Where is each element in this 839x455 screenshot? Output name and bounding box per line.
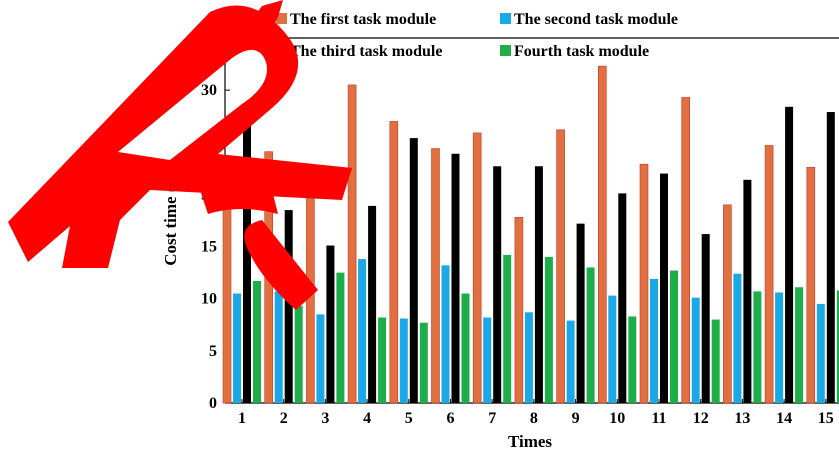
legend-swatch-fourth: [500, 45, 511, 56]
bar-third-4: [368, 205, 377, 403]
legend-label-second: The second task module: [514, 11, 678, 28]
bar-second-2: [274, 291, 283, 403]
y-tick-label: 0: [209, 395, 217, 412]
bar-first-14: [764, 145, 774, 404]
bar-fourth-6: [461, 293, 470, 403]
bar-first-9: [556, 129, 565, 404]
bar-fourth-9: [586, 267, 595, 403]
bar-first-6: [431, 148, 440, 404]
x-tick-label: 11: [651, 410, 666, 427]
bar-fourth-8: [544, 257, 553, 403]
legend-label-third: The third task module: [290, 43, 442, 60]
bar-second-4: [358, 259, 367, 403]
legend-swatch-second: [500, 13, 511, 24]
y-tick-label: 30: [201, 82, 217, 99]
x-tick-label: 4: [363, 410, 371, 427]
bar-second-3: [316, 314, 325, 403]
bar-fourth-1: [253, 280, 261, 403]
bar-third-12: [701, 234, 710, 403]
x-tick-label: 13: [734, 410, 750, 427]
x-axis-title: Times: [508, 432, 552, 451]
legend: The first task module The second task mo…: [276, 11, 678, 60]
x-tick-label: 9: [572, 410, 580, 427]
bar-first-15: [806, 167, 816, 404]
y-tick-label: 10: [201, 291, 217, 308]
x-tick-label: 14: [776, 410, 792, 427]
bar-first-5: [389, 121, 399, 404]
bar-fourth-12: [711, 319, 720, 403]
x-tick-label: 15: [818, 410, 834, 427]
legend-label-first: The first task module: [290, 11, 436, 28]
bar-second-7: [483, 317, 492, 403]
x-tick-label: 8: [530, 410, 538, 427]
bar-second-13: [733, 273, 742, 403]
bar-third-3: [326, 245, 335, 403]
bar-fourth-4: [378, 317, 387, 403]
bar-second-1: [233, 293, 241, 403]
bar-first-8: [514, 217, 524, 404]
bar-fourth-2: [294, 306, 303, 403]
bar-third-7: [493, 166, 502, 403]
bar-first-11: [639, 163, 649, 404]
bar-third-15: [826, 112, 835, 404]
bar-second-15: [816, 303, 825, 403]
x-tick-label: 1: [238, 410, 246, 427]
bar-third-5: [409, 138, 418, 403]
legend-swatch-first: [276, 13, 287, 24]
bar-fourth-10: [628, 316, 637, 403]
bar-first-10: [597, 65, 607, 404]
bar-third-14: [785, 106, 794, 403]
watermark-graphic: [8, 0, 352, 310]
bar-third-8: [534, 166, 543, 403]
bar-second-6: [441, 265, 450, 403]
bar-first-4: [347, 84, 357, 404]
bar-second-14: [775, 292, 784, 403]
bar-second-8: [524, 312, 533, 403]
x-tick-label: 7: [488, 410, 496, 427]
bar-first-7: [472, 132, 482, 404]
legend-label-fourth: Fourth task module: [514, 43, 649, 60]
bar-fourth-11: [670, 270, 678, 403]
bar-first-12: [681, 97, 691, 404]
bar-third-9: [576, 223, 585, 403]
bar-third-2: [284, 210, 293, 403]
y-tick-label: 15: [201, 239, 217, 256]
bar-fourth-13: [753, 291, 762, 403]
bar-fourth-3: [336, 272, 345, 403]
x-tick-label: 12: [693, 410, 709, 427]
x-tick-label: 2: [280, 410, 288, 427]
bar-second-5: [399, 318, 408, 403]
y-tick-label: 5: [209, 343, 217, 360]
bar-fourth-14: [795, 287, 804, 403]
bar-third-1: [243, 105, 251, 404]
bar-fourth-15: [836, 290, 839, 403]
bar-second-9: [566, 320, 575, 403]
bar-fourth-7: [503, 254, 512, 403]
bar-second-11: [650, 278, 658, 403]
bar-first-13: [723, 204, 732, 404]
bar-third-11: [660, 173, 668, 403]
x-tick-label: 5: [405, 410, 413, 427]
y-axis-title: Cost time (s): [161, 174, 180, 266]
plot-area: 05101520253035123456789101112131415: [201, 30, 839, 427]
x-tick-label: 3: [321, 410, 329, 427]
x-tick-label: 10: [609, 410, 625, 427]
bar-second-12: [691, 297, 700, 403]
bar-third-6: [451, 153, 460, 403]
bar-third-10: [618, 193, 627, 403]
bar-fourth-5: [419, 322, 428, 403]
x-tick-label: 6: [447, 410, 455, 427]
bar-second-10: [608, 295, 617, 403]
bar-third-13: [743, 179, 752, 403]
